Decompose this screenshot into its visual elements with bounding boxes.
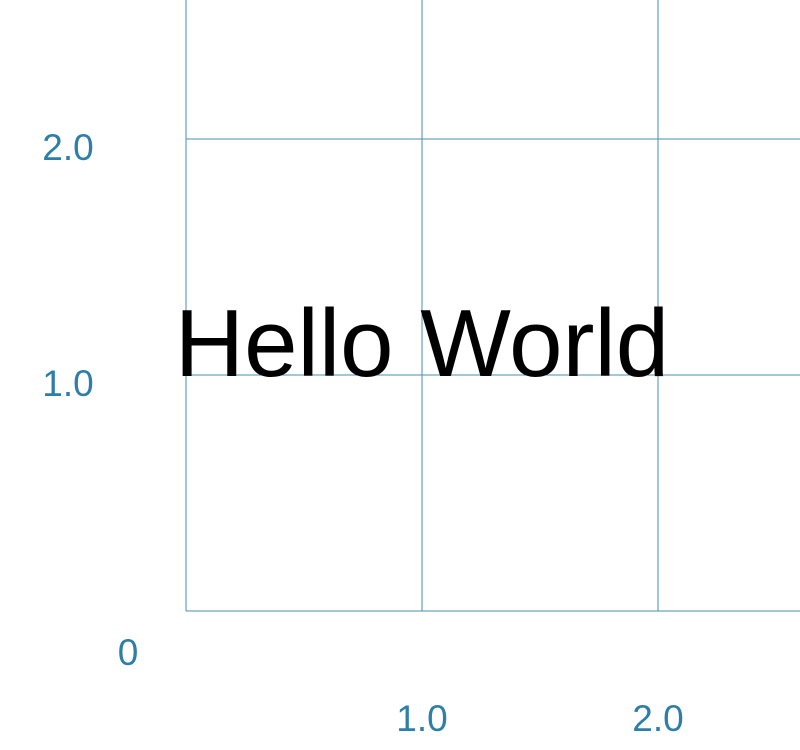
x-tick-label: 1.0	[396, 698, 447, 739]
y-tick-label: 1.0	[42, 363, 93, 404]
y-tick-label: 2.0	[42, 127, 93, 168]
origin-label: 0	[118, 632, 139, 673]
x-tick-label: 2.0	[632, 698, 683, 739]
hello-world-text: Hello World	[175, 290, 669, 397]
tick-labels: 1.0 2.0 1.0 2.0 0	[42, 127, 683, 739]
grid-lines	[185, 0, 800, 612]
